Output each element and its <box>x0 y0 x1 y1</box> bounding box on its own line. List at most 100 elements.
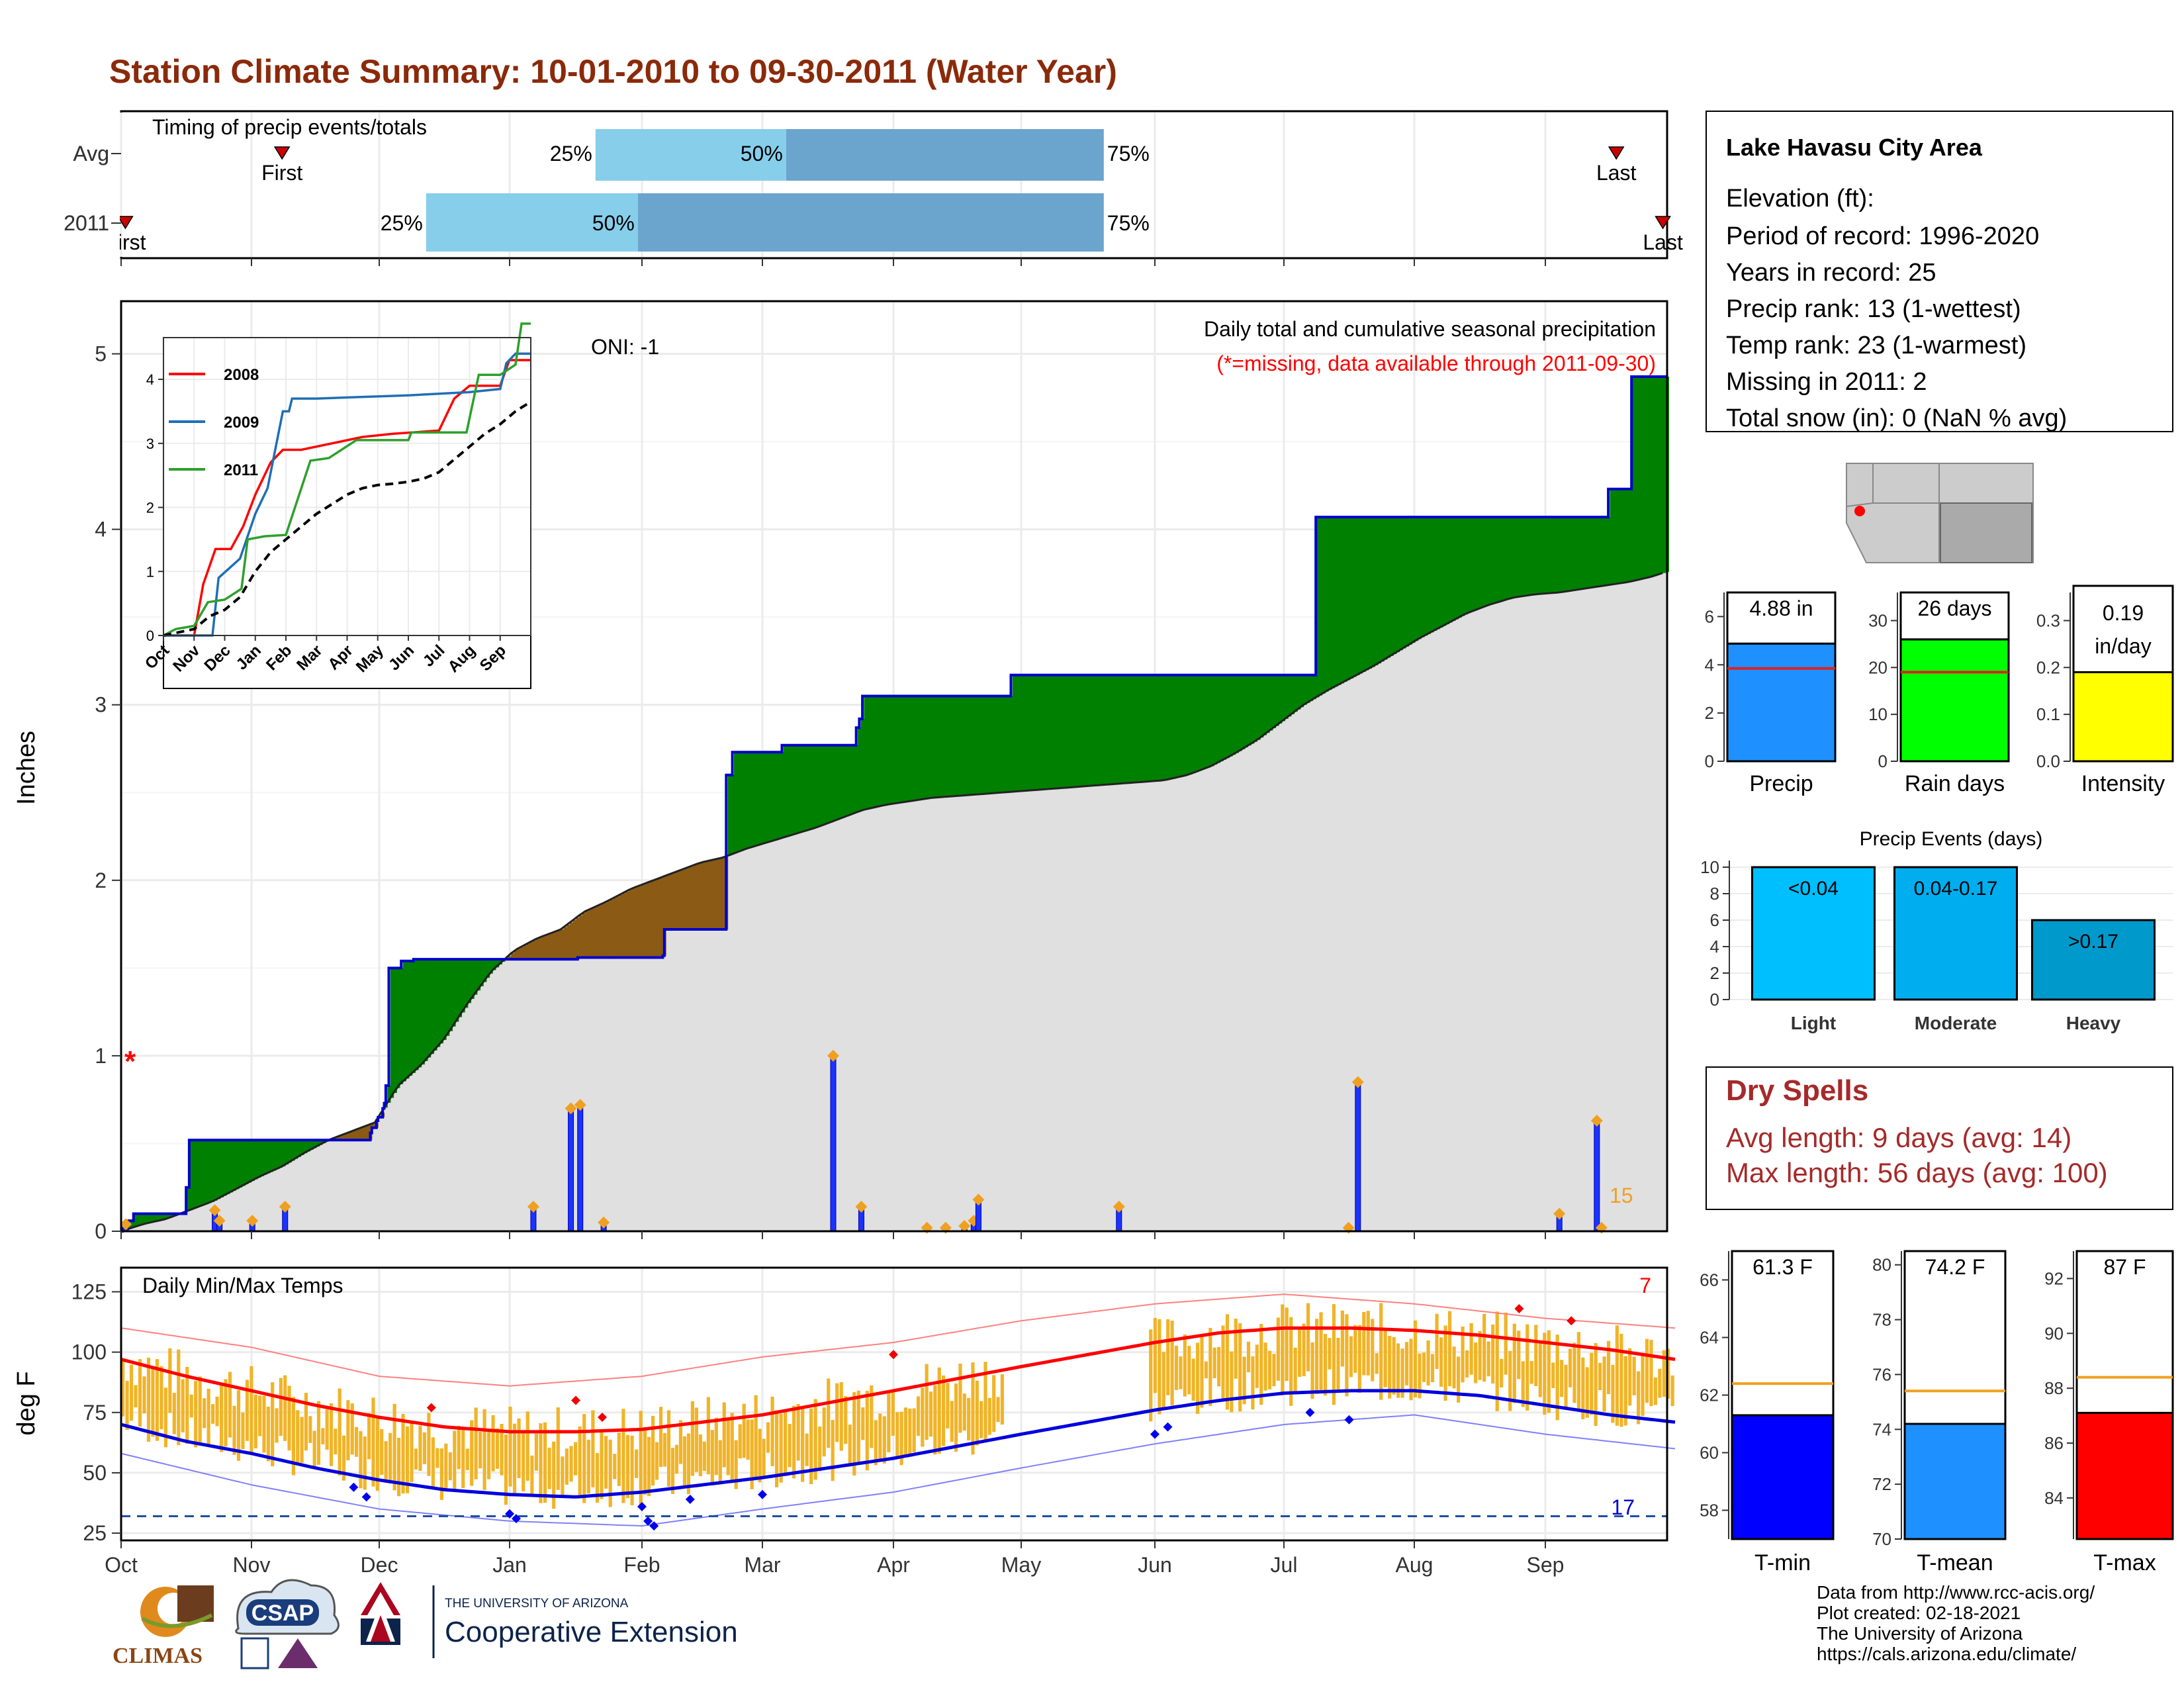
record-max-line <box>120 1293 1676 1387</box>
footer-line-url: https://cals.arizona.edu/climate/ <box>1817 1644 2077 1664</box>
record-high-marker <box>1514 1303 1524 1313</box>
first-marker-avg <box>273 146 291 160</box>
daily-precip-point <box>855 1200 868 1213</box>
temp-bar-panel-1: 70 72 74 76 78 80 74.2 F T-mean <box>1872 1250 2007 1575</box>
timing-row-avg-label: Avg <box>73 142 109 165</box>
precip-title: Daily total and cumulative seasonal prec… <box>1204 317 1656 341</box>
precip-bar-ytick-label: 4 <box>1705 655 1714 675</box>
inset-line-average <box>163 400 532 637</box>
locator-map <box>1846 463 2035 563</box>
temp-bar-value-label: 61.3 F <box>1752 1255 1813 1279</box>
precip-bar-ytick-label: 0.1 <box>2036 704 2060 724</box>
inset-line-2009 <box>163 352 531 637</box>
last-label-y2011: Last <box>1643 230 1683 254</box>
record-min-line <box>120 1414 1676 1527</box>
precip-bar-label: Rain days <box>1905 771 2005 796</box>
temp-panel: 25 50 75 100 125 Daily Min/Max Temps 7 17 de… <box>13 1266 1676 1577</box>
precip-bar-panels: 0 2 4 6 4.88 in Precip 0 10 20 30 26 days Rain days… <box>1705 585 2174 796</box>
precip-bar-ytick-label: 0 <box>1705 751 1714 771</box>
temp-bar-ytick-label: 66 <box>1700 1270 1719 1290</box>
month-tick-label: Feb <box>623 1553 660 1577</box>
month-tick-label: May <box>1001 1553 1041 1577</box>
record-low-marker <box>758 1489 767 1499</box>
temp-bar-label: T-min <box>1754 1550 1811 1575</box>
climas-logo: CLIMAS <box>113 1585 214 1668</box>
station-name: Lake Havasu City Area <box>1726 134 1983 161</box>
ua-logo-line2: Cooperative Extension <box>445 1616 738 1648</box>
temp-ytick-label: 100 <box>71 1340 107 1364</box>
precip-bar-value-label: 26 days <box>1917 596 1991 620</box>
inset-line-2011 <box>163 322 531 637</box>
temp-bar-ytick-label: 60 <box>1700 1443 1719 1463</box>
timing-bar-avg-q25-q50 <box>595 129 786 181</box>
footer-credits: Data from http://www.rcc-acis.org/ Plot … <box>1817 1582 2095 1664</box>
temp-bar-ytick-label: 90 <box>2044 1323 2064 1343</box>
timing-bar-y2011-q50-q75 <box>637 193 1104 252</box>
timing-row-2011: 2011 <box>64 211 109 235</box>
precip-bar-ytick-label: 0.0 <box>2036 751 2060 771</box>
timing-label-q50: 50% <box>741 142 783 165</box>
temp-ytick-label: 125 <box>71 1280 107 1303</box>
observed-cumulative-line <box>121 375 1667 1233</box>
footer-line-university: The University of Arizona <box>1817 1623 2023 1644</box>
daily-precip-point <box>279 1200 291 1213</box>
footer-line-data-source: Data from http://www.rcc-acis.org/ <box>1817 1582 2095 1603</box>
events-ytick-label: 4 <box>1710 937 1719 957</box>
precip-bar-value <box>1726 642 1837 763</box>
events-ytick-label: 8 <box>1710 884 1719 904</box>
timing-label-q50: 50% <box>592 211 635 235</box>
temp-bar-panel-0: 58 60 62 64 66 61.3 F T-min <box>1700 1250 1835 1575</box>
month-tick-label: Nov <box>233 1553 271 1577</box>
last-marker-avg <box>1608 146 1625 160</box>
daily-precip-point <box>246 1215 259 1227</box>
info-line-precip-rank: Precip rank: 13 (1-wettest) <box>1726 295 2021 323</box>
month-tick-label: Sep <box>1527 1553 1565 1577</box>
temp-bar-ytick-label: 80 <box>1872 1255 1891 1275</box>
temp-bar-ytick-label: 86 <box>2044 1433 2064 1453</box>
precip-bar-value <box>2072 671 2174 763</box>
events-bar-label: >0.17 <box>2068 931 2118 953</box>
station-location-marker <box>1854 506 1865 516</box>
temp-bar-ytick-label: 58 <box>1700 1501 1719 1521</box>
inset-legend-label: 2011 <box>224 461 258 479</box>
precip-ytick-label: 3 <box>95 693 107 717</box>
events-bar-label: <0.04 <box>1788 878 1839 900</box>
timing-label-q75: 75% <box>1107 211 1150 235</box>
temp-bar-value-label: 74.2 F <box>1925 1255 1985 1279</box>
timing-label-q25: 25% <box>381 211 423 235</box>
first-marker-y2011 <box>117 216 134 230</box>
inset-legend-label: 2008 <box>224 366 259 384</box>
temp-bar-ytick-label: 70 <box>1872 1529 1891 1549</box>
events-bar-label: 0.04-0.17 <box>1914 878 1998 900</box>
temp-bar-ytick-label: 72 <box>1872 1474 1891 1494</box>
month-tick-label: Dec <box>361 1553 398 1577</box>
month-tick-label: Mar <box>744 1553 780 1577</box>
month-tick-label: Jul <box>1271 1553 1298 1577</box>
precip-bar-value <box>1899 638 2010 763</box>
daily-precip-point <box>1351 1076 1364 1088</box>
daily-precip-point <box>598 1216 610 1229</box>
temp-bar-ytick-label: 78 <box>1872 1310 1891 1330</box>
record-low-marker <box>1305 1407 1315 1417</box>
events-category-label: Moderate <box>1915 1013 1997 1033</box>
info-line-elevation: Elevation (ft): <box>1726 185 1874 212</box>
precip-bar-panel-2: 0.0 0.1 0.2 0.3 0.19 in/day Intensity <box>2036 585 2174 796</box>
record-low-marker <box>349 1482 359 1492</box>
precip-count-label: 15 <box>1610 1184 1633 1207</box>
daily-precip-point <box>120 1218 132 1231</box>
temp-ylabel: deg F <box>13 1371 40 1435</box>
record-high-marker <box>1567 1316 1576 1326</box>
timing-row-2011-label: 2011 <box>64 211 109 235</box>
info-line-temp-rank: Temp rank: 23 (1-warmest) <box>1726 332 2026 359</box>
events-bar <box>1893 866 2018 1001</box>
events-category-label: Heavy <box>2066 1013 2121 1033</box>
temp-bar-ytick-label: 74 <box>1872 1419 1891 1439</box>
temp-title: Daily Min/Max Temps <box>142 1274 343 1297</box>
info-line-period: Period of record: 1996-2020 <box>1726 222 2039 250</box>
timing-bar-avg-q50-q75 <box>786 129 1104 181</box>
precip-bar-value-label: 4.88 in <box>1749 596 1813 620</box>
temp-bar-ytick-label: 88 <box>2044 1378 2064 1398</box>
events-ytick-label: 2 <box>1710 963 1719 983</box>
precip-ytick-label: 5 <box>95 342 107 366</box>
